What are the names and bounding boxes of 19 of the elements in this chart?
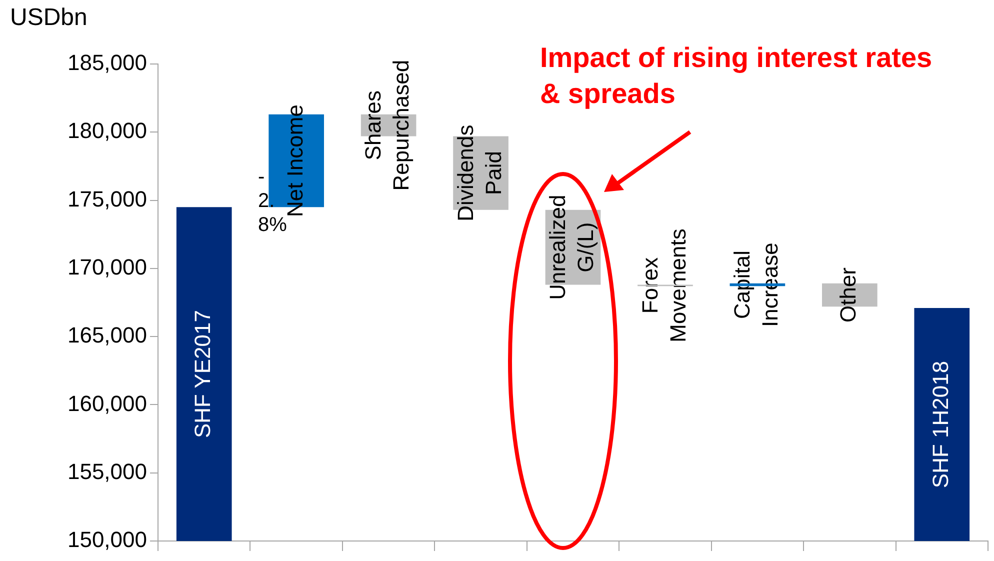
y-tick-label: 185,000 <box>67 50 147 76</box>
y-tick-label: 155,000 <box>67 458 147 484</box>
x-tick-label: Capital Increase <box>730 242 783 327</box>
x-tick-label: Dividends Paid <box>452 124 506 222</box>
y-tick-label: 160,000 <box>67 390 147 416</box>
x-tick-label: Forex Movements <box>637 228 690 342</box>
x-tick-label: SHF YE2017 <box>190 310 216 438</box>
x-tick-label: SHF 1H2018 <box>928 360 953 488</box>
annotation: Impact of rising interest rates & spreads <box>540 41 934 111</box>
x-tick-label: Other <box>836 267 861 323</box>
x-tick-label: Shares Repurchased <box>360 60 414 191</box>
x-tick-label: Net Income <box>282 104 308 218</box>
y-tick-label: 180,000 <box>67 118 147 144</box>
y-tick-label: 150,000 <box>67 527 147 552</box>
y-axis-title: USDbn <box>10 4 88 32</box>
y-tick-label: 165,000 <box>67 322 147 348</box>
x-tick-label: Unrealized G/(L) <box>545 194 598 300</box>
y-tick-label: 175,000 <box>67 186 147 212</box>
y-tick-label: 170,000 <box>67 254 147 280</box>
